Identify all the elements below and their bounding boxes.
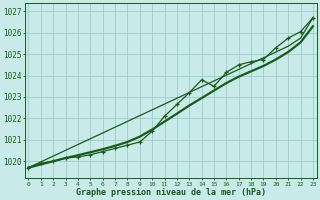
X-axis label: Graphe pression niveau de la mer (hPa): Graphe pression niveau de la mer (hPa)	[76, 188, 266, 197]
